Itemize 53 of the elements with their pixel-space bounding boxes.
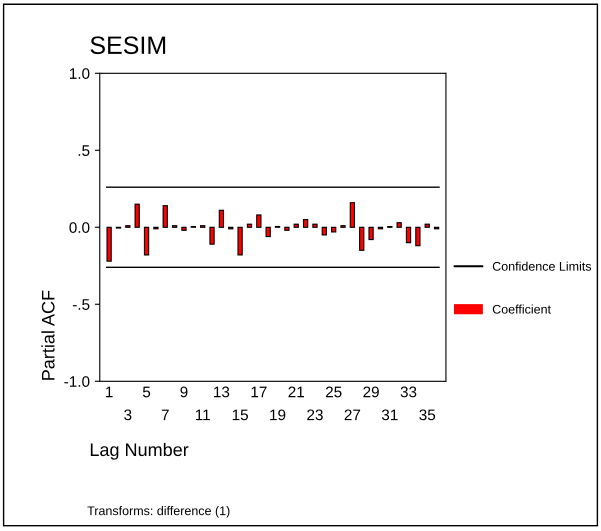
bar [106,226,112,262]
x-tick-label: 21 [288,386,304,398]
bar [266,226,271,238]
legend-label: Coefficient [492,304,551,314]
bar [406,226,412,244]
bar [312,224,318,228]
x-tick-label: 15 [232,410,248,420]
bar [134,204,140,228]
bar [331,226,336,232]
y-tick-label: -.5 [72,299,90,310]
bar [294,224,299,228]
bar [302,219,308,228]
bar [415,226,421,246]
x-tick-label: 5 [142,386,150,398]
x-tick-label: 27 [344,409,360,420]
bar [256,214,262,228]
x-tick-label: 13 [214,386,230,398]
bar [162,205,168,228]
bar [322,226,327,236]
bar [368,226,374,240]
y-tick-label: .5 [78,145,90,156]
x-tick-label: 1 [106,386,113,398]
bar [284,226,290,231]
bar [181,226,187,231]
x-tick-label: 19 [270,409,286,420]
x-tick-label: 33 [400,386,416,398]
bar [209,226,215,245]
bar [144,226,150,256]
x-tick-label: 25 [326,386,342,398]
x-tick-label: 11 [196,410,210,420]
x-tick-label: 31 [382,409,398,420]
bar [396,222,402,228]
x-axis-title: Lag Number [90,442,188,460]
x-tick-label: 17 [251,386,267,398]
legend-label: Confidence Limits [492,262,592,271]
bar [359,226,364,251]
x-tick-label: 35 [419,409,436,420]
y-tick-label: 1.0 [70,68,90,79]
bar [424,224,430,228]
x-tick-label: 23 [307,409,323,420]
bar [237,226,243,256]
chart-title: SESIM [90,36,166,54]
x-tick-label: 3 [124,409,132,420]
x-tick-label: 9 [180,386,188,398]
text: Transforms: difference (1) [87,506,230,518]
y-tick-label: 0.0 [69,222,90,233]
y-tick-label: -1.0 [64,376,90,387]
bar [246,224,252,228]
y-axis-title: Partial ACF [41,290,55,380]
x-tick-label: 7 [162,410,169,420]
bar [218,210,224,228]
x-tick-label: 29 [363,386,379,398]
bar [350,202,356,228]
